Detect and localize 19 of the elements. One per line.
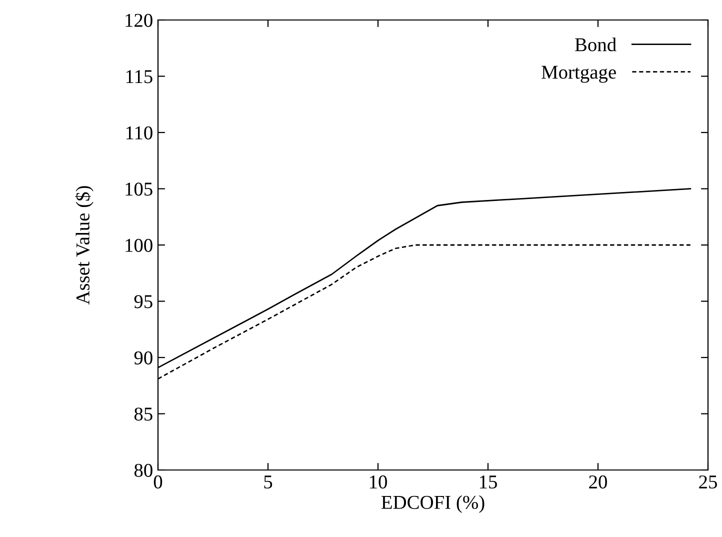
x-tick-label: 10 bbox=[370, 475, 387, 489]
y-tick-label: 105 bbox=[126, 182, 152, 196]
x-tick-label: 15 bbox=[480, 476, 497, 489]
y-tick-label: 90 bbox=[134, 351, 152, 364]
y-tick-label: 120 bbox=[126, 14, 152, 27]
x-tick-label: 0 bbox=[154, 475, 162, 489]
legend-label: Bond bbox=[575, 38, 616, 52]
y-tick-label: 95 bbox=[134, 295, 152, 308]
y-tick-label: 85 bbox=[134, 408, 152, 421]
x-tick-label: 20 bbox=[589, 475, 607, 489]
y-tick-label: 115 bbox=[126, 70, 152, 84]
y-tick-label: 100 bbox=[126, 238, 152, 252]
y-axis-title: Asset Value ($) bbox=[75, 186, 94, 305]
y-tick-label: 110 bbox=[126, 126, 152, 140]
x-axis-title: EDCOFI (%) bbox=[381, 495, 484, 513]
x-tick-label: 25 bbox=[699, 475, 717, 489]
y-tick-label: 80 bbox=[134, 464, 152, 477]
legend-label: Mortgage bbox=[542, 66, 616, 83]
x-tick-label: 5 bbox=[264, 476, 272, 489]
